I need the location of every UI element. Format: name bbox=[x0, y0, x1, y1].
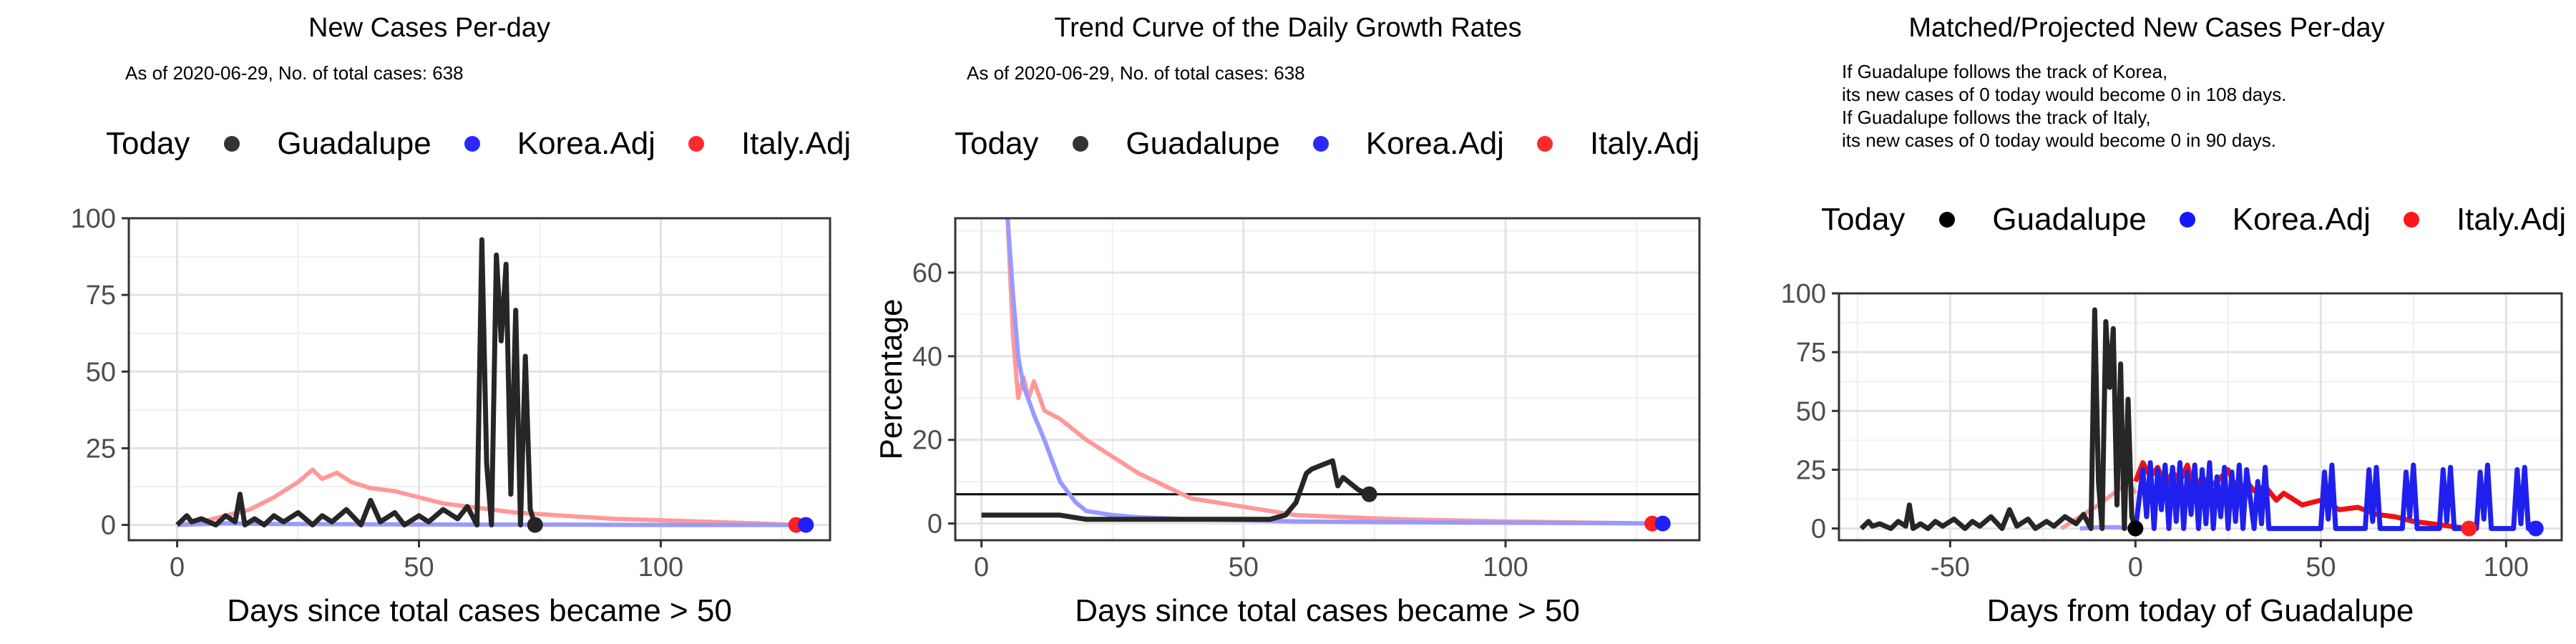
legend: Today Guadalupe Korea.Adj Italy.Adj bbox=[1821, 202, 2576, 238]
x-tick-label: 0 bbox=[2128, 552, 2143, 582]
x-tick-label: 50 bbox=[1229, 552, 1259, 582]
chart-subtitle: If Guadalupe follows the track of Korea,… bbox=[1842, 61, 2287, 151]
legend-dot-guadalupe bbox=[1073, 136, 1089, 152]
y-tick-label: 100 bbox=[71, 204, 116, 234]
legend-item-korea: Korea.Adj bbox=[464, 126, 655, 162]
legend-dot-italy bbox=[1536, 136, 1553, 152]
legend-item-korea: Korea.Adj bbox=[2179, 202, 2371, 238]
x-tick-label: 100 bbox=[638, 552, 683, 582]
x-tick-label: 0 bbox=[974, 552, 989, 582]
legend-item-italy: Italy.Adj bbox=[688, 126, 851, 162]
series-line-korea-adj-projected- bbox=[2132, 460, 2536, 532]
chart-subtitle: As of 2020-06-29, No. of total cases: 63… bbox=[967, 62, 1305, 84]
x-tick-label: 100 bbox=[2484, 552, 2529, 582]
x-tick-label: 100 bbox=[1483, 552, 1528, 582]
x-tick-label: -50 bbox=[1931, 552, 1970, 582]
chart-subtitle: As of 2020-06-29, No. of total cases: 63… bbox=[125, 62, 464, 84]
x-tick-label: 50 bbox=[2306, 552, 2336, 582]
legend-title: Today bbox=[955, 126, 1039, 161]
y-tick-label: 0 bbox=[1811, 514, 1826, 545]
chart-title: Trend Curve of the Daily Growth Rates bbox=[1054, 13, 1522, 43]
chart-title: New Cases Per-day bbox=[308, 13, 550, 43]
series-line-korea-adj bbox=[1005, 218, 1663, 526]
chart-panel-2: Trend Curve of the Daily Growth Rates As… bbox=[859, 0, 1717, 644]
legend-dot-italy bbox=[688, 136, 704, 152]
plot-border bbox=[127, 217, 831, 542]
legend-item-korea: Korea.Adj bbox=[1312, 126, 1504, 162]
y-tick-label: 100 bbox=[1781, 279, 1826, 309]
legend-item-guadalupe: Guadalupe bbox=[1939, 202, 2147, 238]
legend-item-guadalupe: Guadalupe bbox=[224, 126, 431, 162]
legend-label: Guadalupe bbox=[277, 126, 431, 161]
today-point-korea-adj bbox=[1654, 515, 1671, 532]
legend-label: Italy.Adj bbox=[741, 126, 852, 161]
chart-plot: 0 50 100 0 25 50 75 100 Days since total cases b… bbox=[71, 204, 831, 628]
y-tick-label: 25 bbox=[1796, 455, 1826, 485]
legend-item-guadalupe: Guadalupe bbox=[1073, 126, 1280, 162]
y-axis-label: Percentage bbox=[874, 298, 909, 459]
legend-dot-korea bbox=[2179, 212, 2195, 228]
legend-dot-korea bbox=[464, 136, 480, 152]
y-tick-label: 60 bbox=[912, 258, 942, 288]
series-line-italy-adj bbox=[1005, 218, 1653, 526]
x-axis-label: Days since total cases became > 50 bbox=[1075, 593, 1580, 628]
chart-plot: 0 50 100 0 20 40 60 Days since total cases beca… bbox=[874, 217, 1701, 628]
legend-dot-korea bbox=[1312, 136, 1329, 152]
legend-label: Guadalupe bbox=[1992, 202, 2147, 237]
series-line-italy-adj bbox=[177, 467, 796, 527]
y-tick-label: 40 bbox=[912, 342, 942, 372]
series-line-guadalupe bbox=[175, 237, 538, 528]
y-tick-label: 50 bbox=[1796, 396, 1826, 426]
chart-panel-3: Matched/Projected New Cases Per-day If G… bbox=[1717, 0, 2576, 644]
today-point-guadalupe bbox=[1361, 486, 1377, 502]
legend-title: Today bbox=[106, 126, 190, 161]
legend-label: Italy.Adj bbox=[1589, 126, 1700, 161]
legend-label: Guadalupe bbox=[1126, 126, 1280, 161]
legend-title: Today bbox=[1821, 202, 1906, 237]
series-line-guadalupe bbox=[1859, 307, 2138, 532]
today-point-guadalupe bbox=[527, 517, 543, 533]
x-tick-label: 0 bbox=[170, 552, 185, 582]
today-point-korea-adj bbox=[2527, 520, 2544, 537]
y-tick-label: 75 bbox=[1796, 338, 1826, 368]
series-line-guadalupe bbox=[981, 458, 1370, 522]
legend-label: Korea.Adj bbox=[1365, 126, 1504, 161]
y-tick-label: 75 bbox=[86, 280, 116, 311]
y-tick-label: 50 bbox=[86, 357, 116, 387]
legend-label: Italy.Adj bbox=[2456, 202, 2567, 237]
legend: Today Guadalupe Korea.Adj Italy.Adj bbox=[955, 126, 1732, 162]
today-point-guadalupe bbox=[2127, 520, 2144, 537]
legend-item-italy: Italy.Adj bbox=[2403, 202, 2567, 238]
y-tick-label: 0 bbox=[101, 511, 116, 541]
plot-border bbox=[1838, 292, 2563, 542]
legend: Today Guadalupe Korea.Adj Italy.Adj bbox=[106, 126, 884, 162]
y-tick-label: 25 bbox=[86, 434, 116, 464]
x-tick-label: 50 bbox=[404, 552, 434, 582]
plot-border bbox=[954, 217, 1701, 542]
legend-item-italy: Italy.Adj bbox=[1536, 126, 1700, 162]
today-point-italy-adj bbox=[2461, 520, 2477, 537]
y-tick-label: 0 bbox=[927, 509, 942, 540]
legend-label: Korea.Adj bbox=[2232, 202, 2371, 237]
today-point-korea-adj bbox=[798, 517, 814, 533]
legend-dot-guadalupe bbox=[224, 136, 240, 152]
legend-label: Korea.Adj bbox=[517, 126, 655, 161]
x-axis-label: Days from today of Guadalupe bbox=[1987, 593, 2414, 628]
legend-dot-italy bbox=[2403, 212, 2419, 228]
chart-plot: -50 0 50 100 0 25 50 75 100 Days from today of Gu… bbox=[1781, 279, 2563, 628]
chart-title: Matched/Projected New Cases Per-day bbox=[1908, 13, 2385, 43]
series-line-korea-adj bbox=[177, 521, 806, 527]
chart-panel-1: New Cases Per-day As of 2020-06-29, No. … bbox=[0, 0, 859, 644]
y-tick-label: 20 bbox=[912, 426, 942, 456]
legend-dot-guadalupe bbox=[1939, 212, 1956, 228]
x-axis-label: Days since total cases became > 50 bbox=[227, 593, 732, 628]
